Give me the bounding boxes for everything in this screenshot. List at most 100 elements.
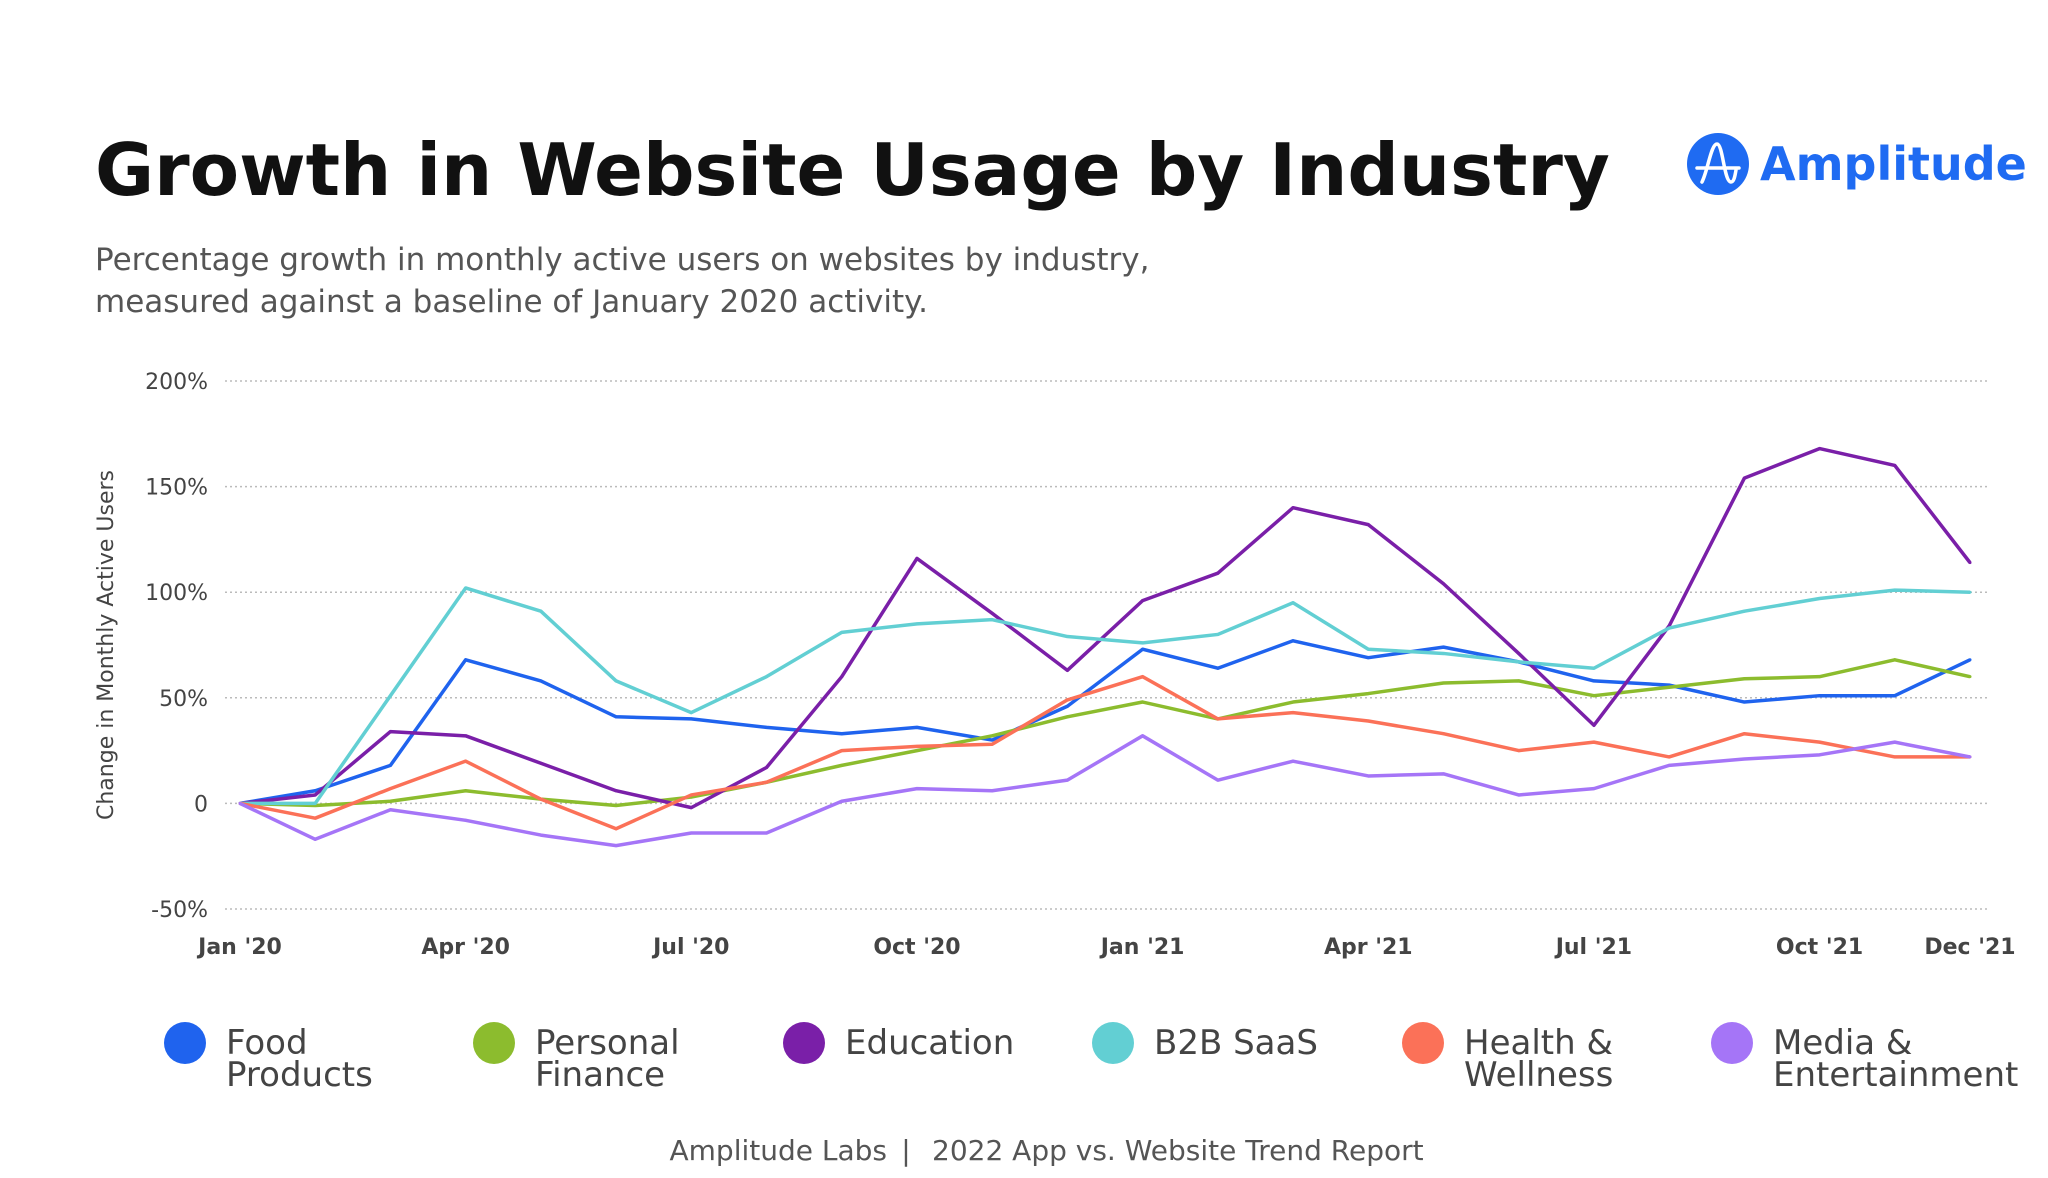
- data-point-media-entertainment: [313, 837, 317, 841]
- x-tick-label: Oct '21: [1776, 935, 1863, 960]
- x-tick-label: Apr '20: [421, 935, 510, 960]
- footer-report: 2022 App vs. Website Trend Report: [932, 1134, 1424, 1167]
- data-point-media-entertainment: [614, 844, 618, 848]
- data-point-media-entertainment: [1968, 755, 1972, 759]
- data-point-health-wellness: [1517, 749, 1521, 753]
- data-point-food-products: [464, 658, 468, 662]
- legend-label: Finance: [535, 1055, 665, 1095]
- x-tick-label: Oct '20: [873, 935, 960, 960]
- data-point-food-products: [1366, 656, 1370, 660]
- data-point-health-wellness: [614, 827, 618, 831]
- data-point-food-products: [1818, 694, 1822, 698]
- data-point-health-wellness: [539, 797, 543, 801]
- data-point-food-products: [689, 717, 693, 721]
- data-point-media-entertainment: [1818, 753, 1822, 757]
- y-tick-label: 200%: [145, 370, 208, 395]
- data-point-b2b-saas: [1818, 597, 1822, 601]
- data-point-health-wellness: [1592, 740, 1596, 744]
- data-point-education: [840, 675, 844, 679]
- series-line-b2b-saas: [240, 586, 1971, 806]
- y-axis-label: Change in Monthly Active Users: [94, 470, 119, 820]
- data-point-media-entertainment: [1366, 774, 1370, 778]
- data-point-education: [1517, 651, 1521, 655]
- data-point-health-wellness: [990, 742, 994, 746]
- subtitle-line-2: measured against a baseline of January 2…: [95, 284, 928, 320]
- series-line-health-wellness: [239, 674, 1970, 831]
- data-point-education: [539, 761, 543, 765]
- data-point-b2b-saas: [1291, 601, 1295, 605]
- legend-swatch: [164, 1022, 206, 1064]
- data-point-health-wellness: [388, 787, 392, 791]
- data-point-b2b-saas: [1517, 660, 1521, 664]
- grid: [225, 380, 1990, 910]
- data-point-health-wellness: [1667, 755, 1671, 759]
- y-tick-label: 100%: [145, 581, 208, 606]
- data-point-media-entertainment: [1742, 757, 1746, 761]
- amplitude-logo-icon: [1687, 133, 1749, 195]
- data-point-education: [1441, 582, 1445, 586]
- y-tick-label: 50%: [159, 687, 208, 712]
- data-point-media-entertainment: [840, 799, 844, 803]
- y-tick-label: -50%: [151, 898, 208, 923]
- data-point-personal-finance: [464, 789, 468, 793]
- series-media-entertainment: [238, 734, 1972, 848]
- data-point-food-products: [1065, 704, 1069, 708]
- series-line-media-entertainment: [239, 734, 1971, 848]
- legend-item-education: Education: [783, 1022, 1014, 1064]
- data-point-health-wellness: [1291, 711, 1295, 715]
- data-point-education: [464, 734, 468, 738]
- data-point-health-wellness: [464, 759, 468, 763]
- x-tick-label: Jul '20: [651, 935, 729, 960]
- data-point-media-entertainment: [1667, 763, 1671, 767]
- data-point-health-wellness: [1141, 675, 1145, 679]
- data-point-b2b-saas: [1968, 590, 1972, 594]
- data-point-food-products: [990, 738, 994, 742]
- data-point-health-wellness: [840, 749, 844, 753]
- data-point-personal-finance: [1592, 694, 1596, 698]
- data-point-food-products: [1592, 679, 1596, 683]
- data-point-education: [1216, 571, 1220, 575]
- data-point-media-entertainment: [238, 801, 242, 805]
- data-point-food-products: [539, 679, 543, 683]
- data-point-food-products: [388, 763, 392, 767]
- data-point-b2b-saas: [990, 618, 994, 622]
- data-point-personal-finance: [614, 804, 618, 808]
- data-point-health-wellness: [1742, 732, 1746, 736]
- x-tick-label: Dec '21: [1924, 935, 2015, 960]
- data-point-food-products: [1441, 645, 1445, 649]
- data-point-media-entertainment: [539, 833, 543, 837]
- data-point-personal-finance: [1065, 715, 1069, 719]
- series-food-products: [238, 639, 1972, 806]
- data-point-education: [388, 730, 392, 734]
- data-point-education: [990, 611, 994, 615]
- data-point-food-products: [1291, 639, 1295, 643]
- x-axis: Jan '20 Apr '20 Jul '20 Oct '20 Jan '21 Apr '…: [196, 935, 2015, 960]
- series-line-personal-finance: [239, 658, 1971, 808]
- data-point-b2b-saas: [1366, 647, 1370, 651]
- page-title: Growth in Website Usage by Industry: [95, 128, 1610, 212]
- subtitle-line-1: Percentage growth in monthly active user…: [95, 242, 1149, 278]
- series-personal-finance: [238, 658, 1972, 808]
- data-point-b2b-saas: [1667, 626, 1671, 630]
- data-point-health-wellness: [313, 816, 317, 820]
- legend-item-media-entertainment: Media &Entertainment: [1711, 1022, 2018, 1095]
- legend-label: Health &: [1464, 1023, 1613, 1063]
- data-point-b2b-saas: [313, 801, 317, 805]
- data-point-education: [1065, 668, 1069, 672]
- data-point-b2b-saas: [614, 679, 618, 683]
- data-point-b2b-saas: [464, 586, 468, 590]
- data-point-food-products: [1216, 666, 1220, 670]
- data-point-food-products: [1141, 647, 1145, 651]
- data-point-media-entertainment: [1216, 778, 1220, 782]
- data-point-b2b-saas: [1592, 666, 1596, 670]
- data-point-education: [1742, 476, 1746, 480]
- legend-label: Media &: [1773, 1023, 1912, 1063]
- data-point-personal-finance: [388, 799, 392, 803]
- y-tick-label: 150%: [145, 476, 208, 501]
- legend-swatch: [473, 1022, 515, 1064]
- data-point-personal-finance: [1893, 658, 1897, 662]
- data-point-b2b-saas: [1441, 651, 1445, 655]
- data-point-personal-finance: [990, 734, 994, 738]
